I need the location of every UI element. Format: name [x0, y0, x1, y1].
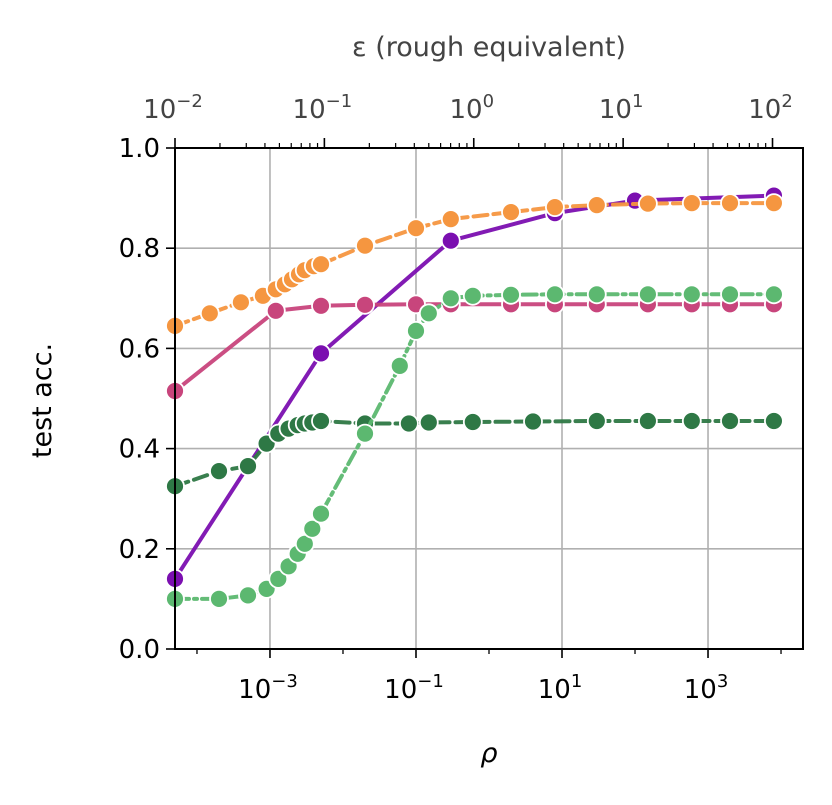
data-point	[389, 355, 410, 376]
data-point	[638, 193, 658, 214]
y-tick-label: 0.6	[119, 334, 160, 364]
top-tick-label: 10−2	[143, 91, 203, 125]
top-tick-label: 10−1	[293, 91, 353, 125]
data-point	[265, 300, 286, 321]
data-point	[501, 202, 521, 223]
data-point	[238, 456, 258, 477]
data-point	[209, 461, 229, 482]
data-point	[302, 518, 323, 539]
top-tick-label: 100	[449, 91, 494, 125]
data-point	[720, 411, 740, 431]
y-tick-label: 0.0	[119, 635, 160, 665]
series-4	[165, 284, 784, 609]
data-point	[586, 411, 607, 431]
data-point	[440, 288, 461, 309]
data-point	[311, 503, 331, 524]
data-point	[355, 235, 375, 256]
data-point	[545, 284, 565, 305]
y-tick-label: 1.0	[119, 134, 160, 164]
data-point	[462, 412, 483, 432]
top-tick-label: 102	[748, 91, 793, 125]
data-point	[311, 254, 331, 275]
data-point	[406, 320, 426, 341]
series-0	[165, 185, 784, 589]
y-tick-label: 0.2	[119, 535, 160, 565]
data-point	[230, 292, 251, 313]
data-point	[545, 197, 565, 218]
data-point	[418, 412, 439, 433]
data-point	[355, 294, 375, 315]
data-point	[764, 411, 784, 431]
series-2	[165, 193, 784, 336]
data-point	[681, 411, 702, 431]
x-tick-label: 10−1	[384, 671, 444, 705]
data-point	[764, 284, 784, 305]
data-point	[440, 209, 461, 230]
data-point	[638, 411, 658, 431]
data-point	[199, 303, 220, 324]
data-point	[406, 218, 426, 239]
grid-lines	[175, 147, 803, 650]
data-point	[238, 585, 258, 606]
x-tick-label: 103	[684, 671, 729, 705]
data-point	[586, 195, 607, 216]
data-point	[311, 411, 331, 431]
y-axis-label: test acc.	[27, 343, 58, 458]
data-point	[638, 284, 658, 305]
data-point	[268, 569, 289, 589]
data-point	[501, 284, 521, 305]
data-point	[311, 343, 331, 364]
data-point	[311, 295, 331, 316]
series-3	[165, 411, 784, 497]
x-tick-label: 10−3	[238, 671, 298, 705]
data-point	[720, 193, 740, 214]
axis-ticks: 10−3 10−1 101 103 0.0 0.2 0.4 0.6 0.8 1.0 10−2 10−1…	[119, 91, 793, 705]
data-point	[523, 411, 543, 432]
data-point	[720, 284, 740, 305]
series-layer	[165, 185, 784, 609]
data-point	[764, 193, 784, 214]
data-point	[681, 284, 702, 305]
data-point	[462, 285, 483, 306]
x-axis-label: ρ	[480, 738, 497, 769]
data-point	[398, 413, 419, 434]
series-line	[173, 193, 776, 581]
x-tick-label: 101	[538, 671, 583, 705]
data-point	[418, 303, 439, 324]
top-tick-label: 101	[599, 91, 644, 125]
data-point	[209, 589, 229, 609]
data-point	[355, 423, 375, 444]
data-point	[586, 284, 607, 305]
top-axis-label: ε (rough equivalent)	[352, 32, 626, 63]
data-point	[440, 230, 461, 251]
data-point	[681, 193, 702, 214]
y-tick-label: 0.4	[119, 435, 160, 465]
y-tick-label: 0.8	[119, 234, 160, 264]
